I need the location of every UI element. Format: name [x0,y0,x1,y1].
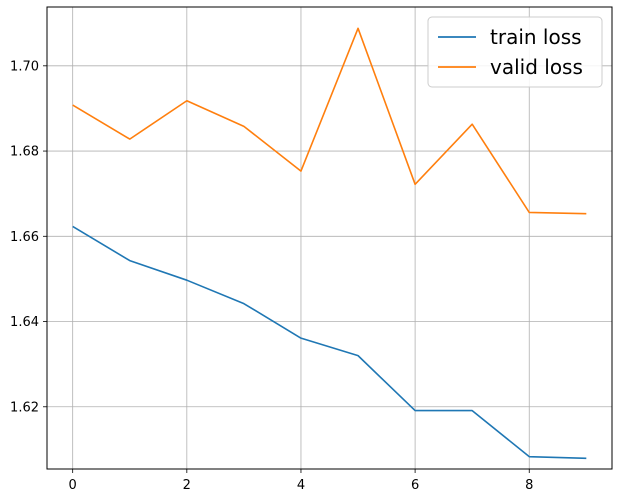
legend-box [427,16,603,88]
series-line-valid-loss [72,27,587,215]
y-tick-label: 1.64 [10,315,39,330]
x-tick-label: 6 [411,478,419,493]
y-tick-label: 1.70 [10,59,39,74]
x-axis-ticks: 0 2 4 6 8 [69,469,533,493]
series-lines [72,27,587,460]
legend: train loss valid loss [427,16,603,88]
x-tick-label: 0 [69,478,77,493]
x-tick-label: 4 [297,478,305,493]
legend-label: train loss [490,25,582,49]
x-tick-label: 2 [183,478,191,493]
plot-frame [46,6,613,470]
y-tick-label: 1.62 [10,400,39,415]
y-tick-label: 1.68 [10,145,39,160]
series-line-train-loss [72,225,587,460]
y-axis-ticks: 1.62 1.64 1.66 1.68 1.70 [10,59,47,415]
y-tick-label: 1.66 [10,230,39,245]
legend-label: valid loss [490,55,583,79]
x-tick-label: 8 [525,478,533,493]
